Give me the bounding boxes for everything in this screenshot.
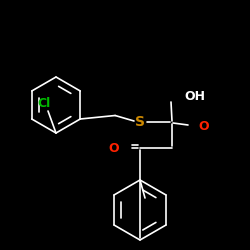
Text: O: O: [198, 120, 208, 134]
Text: O: O: [108, 142, 119, 154]
Text: OH: OH: [184, 90, 205, 102]
Text: S: S: [135, 115, 145, 129]
Text: Cl: Cl: [38, 97, 51, 110]
